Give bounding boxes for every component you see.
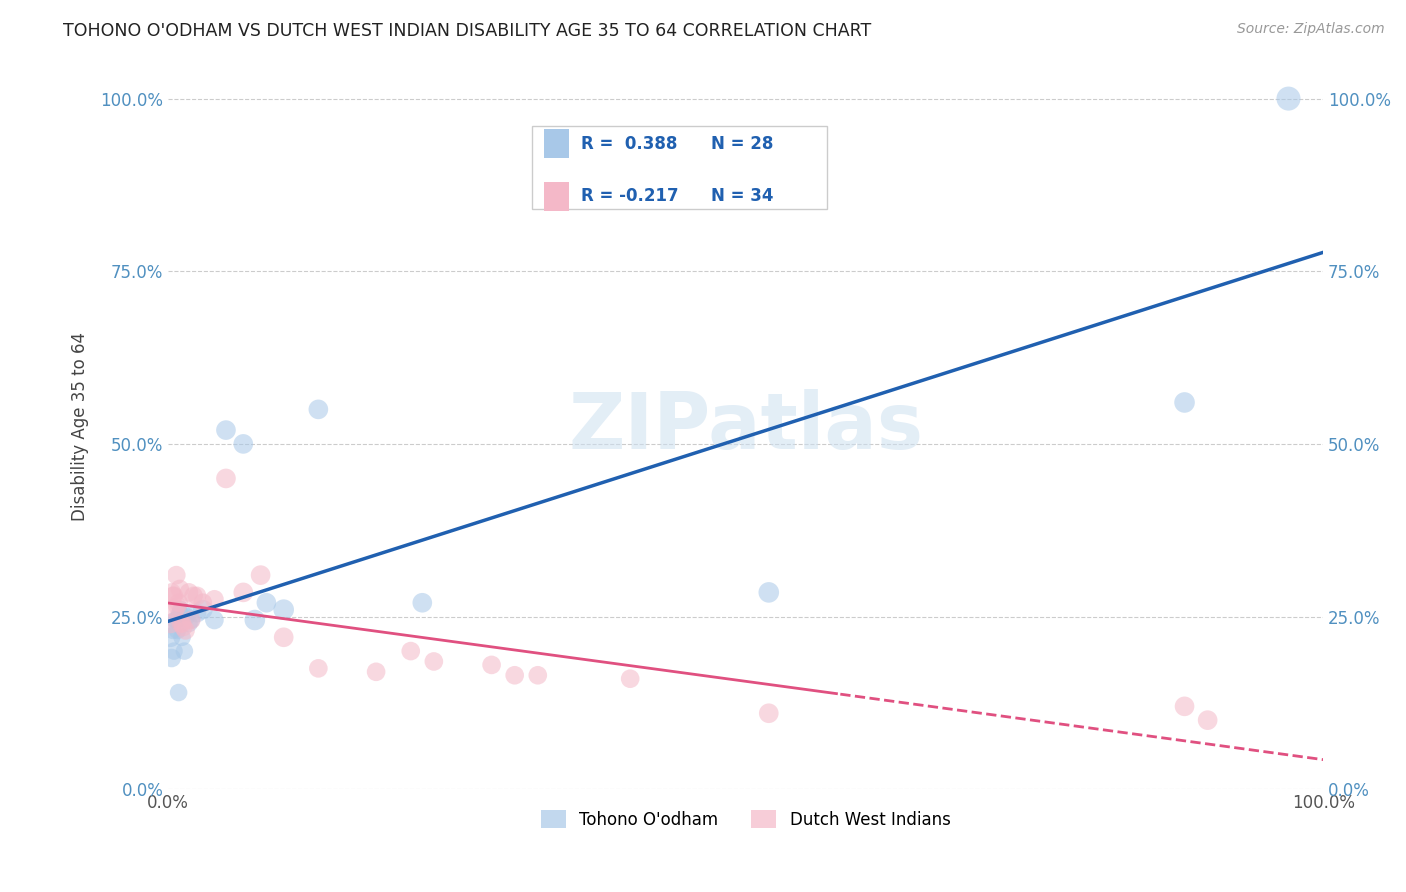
Point [163,589,186,603]
Point [215,471,238,485]
Point [174,624,197,638]
Point [183,589,205,603]
Point [165,613,187,627]
Point [180,613,202,627]
Point [202,592,225,607]
Point [1277,92,1299,106]
Point [1173,699,1195,714]
Point [364,665,387,679]
Text: TOHONO O'ODHAM VS DUTCH WEST INDIAN DISABILITY AGE 35 TO 64 CORRELATION CHART: TOHONO O'ODHAM VS DUTCH WEST INDIAN DISA… [63,22,872,40]
Point [232,585,254,599]
Text: R = -0.217: R = -0.217 [581,187,678,205]
Point [165,613,187,627]
Point [159,630,181,644]
Point [162,589,184,603]
FancyBboxPatch shape [544,182,569,211]
Point [186,606,208,620]
Point [232,437,254,451]
Point [170,602,193,616]
Point [177,585,200,599]
Point [167,685,190,699]
Point [165,602,187,616]
Point [177,616,200,631]
Point [758,706,780,721]
Point [249,568,271,582]
Text: ZIPatlas: ZIPatlas [568,389,924,465]
Point [172,620,194,634]
Point [170,630,193,644]
Point [758,585,780,599]
Point [254,596,277,610]
Point [160,585,183,599]
Text: R =  0.388: R = 0.388 [581,135,676,153]
Point [180,613,202,627]
Point [176,609,198,624]
Point [619,672,641,686]
Point [159,616,181,631]
Point [170,616,193,631]
Point [307,402,329,417]
Point [169,582,191,596]
Point [1197,713,1219,727]
Point [423,655,446,669]
Point [167,596,190,610]
FancyBboxPatch shape [544,129,569,159]
Point [243,613,266,627]
FancyBboxPatch shape [531,126,827,209]
Point [170,616,193,631]
Point [215,423,238,437]
Point [273,602,295,616]
Text: N = 34: N = 34 [711,187,773,205]
Y-axis label: Disability Age 35 to 64: Disability Age 35 to 64 [72,332,89,521]
Point [166,599,188,614]
Point [191,602,214,616]
Point [165,568,187,582]
Point [169,606,191,620]
Point [186,589,208,603]
Point [273,630,295,644]
Text: N = 28: N = 28 [711,135,773,153]
Point [1173,395,1195,409]
Point [411,596,433,610]
Text: Source: ZipAtlas.com: Source: ZipAtlas.com [1237,22,1385,37]
Point [526,668,548,682]
Point [399,644,422,658]
Point [191,596,214,610]
Point [162,624,184,638]
Point [163,644,186,658]
Point [503,668,526,682]
Point [166,624,188,638]
Point [202,613,225,627]
Legend: Tohono O'odham, Dutch West Indians: Tohono O'odham, Dutch West Indians [534,804,957,835]
Point [481,657,503,672]
Point [160,651,183,665]
Point [307,661,329,675]
Point [173,644,195,658]
